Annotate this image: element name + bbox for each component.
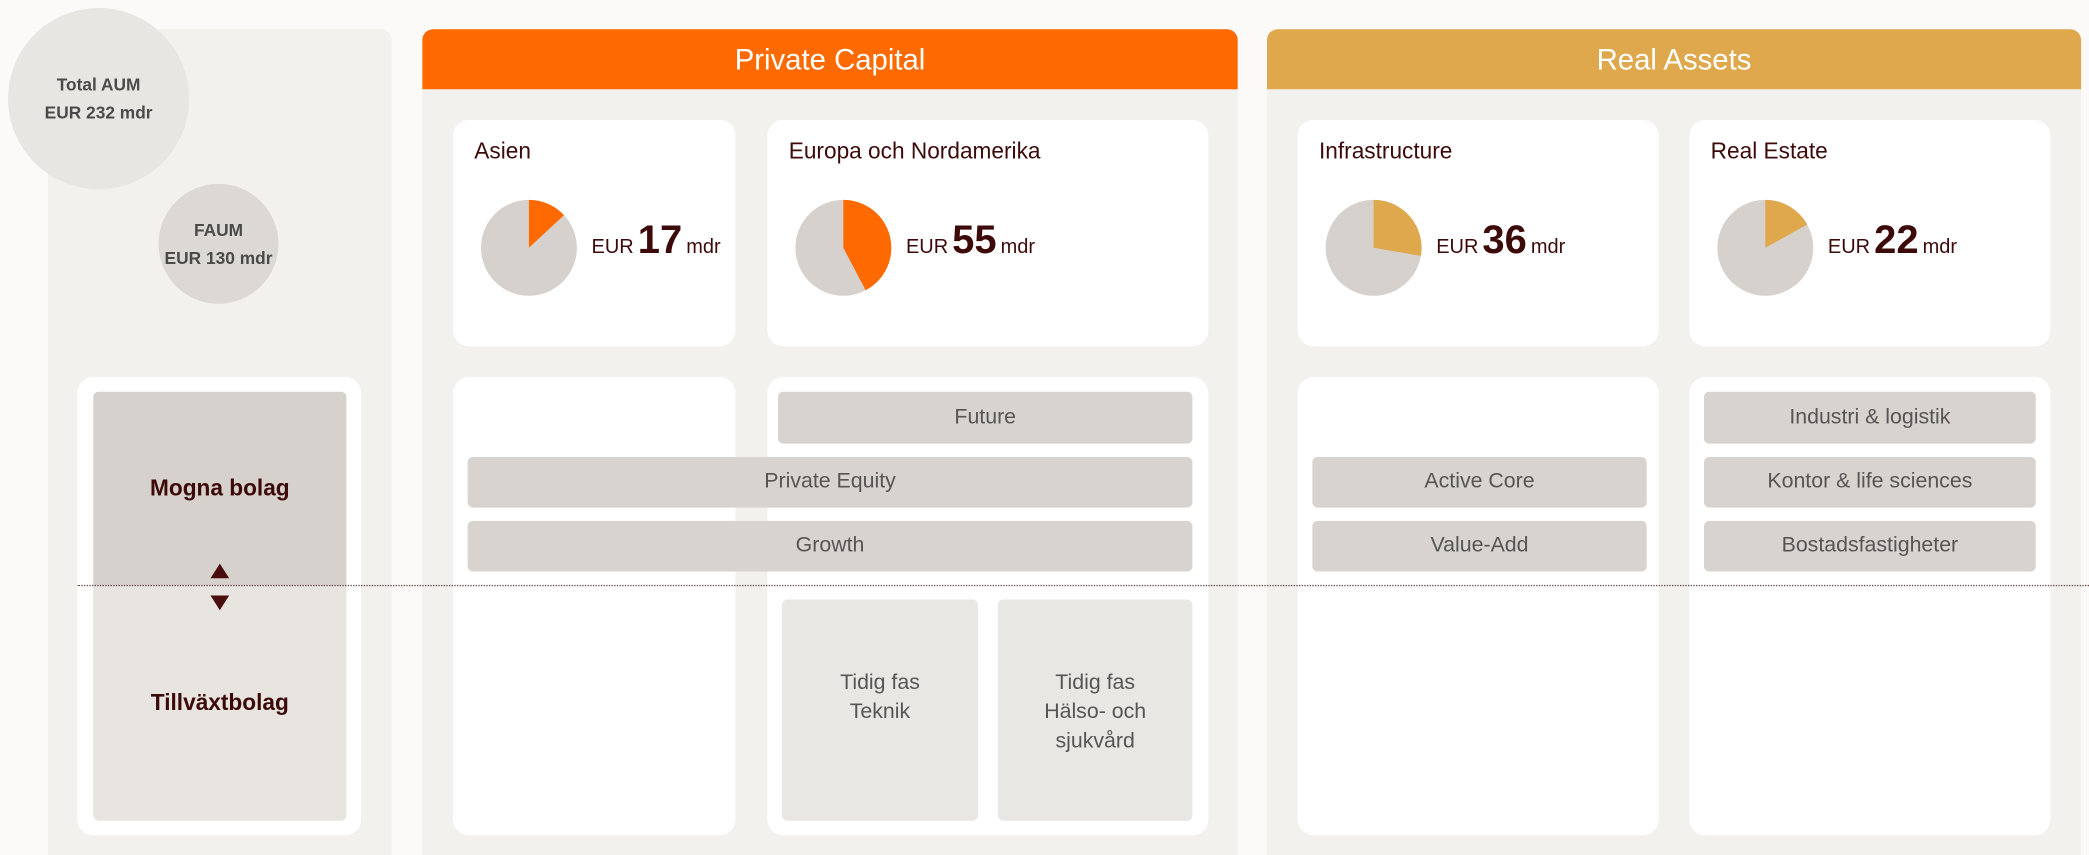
segment-header: Private Capital <box>422 29 1238 90</box>
pie <box>1717 199 1814 296</box>
strategy: Kontor & life sciences <box>1704 456 2036 508</box>
pie <box>795 199 892 296</box>
currency: EUR <box>591 235 634 259</box>
strategy: Value-Add <box>1312 520 1647 572</box>
region-title: Real Estate <box>1710 138 1828 164</box>
label: FAUM <box>193 219 244 240</box>
line: Tidig fas <box>1055 671 1136 695</box>
strategy: Active Core <box>1312 456 1647 508</box>
early-stage: Tidig fas Hälso- och sjukvård <box>997 599 1193 821</box>
amount: EUR 36 mdr <box>1436 218 1565 263</box>
currency: EUR <box>164 247 202 268</box>
faum: FAUM EUR 130 mdr <box>158 183 279 304</box>
value: 130 <box>205 247 235 268</box>
region-title: Asien <box>474 138 531 164</box>
card <box>1689 377 2051 836</box>
unit: mdr <box>686 235 721 259</box>
stage-growth: Tillväxtbolag <box>93 586 347 821</box>
unit: mdr <box>1000 235 1036 259</box>
currency: EUR <box>1436 235 1479 259</box>
unit: mdr <box>1530 235 1566 259</box>
value: 232 <box>86 102 115 123</box>
total-aum: Total AUM EUR 232 mdr <box>7 7 190 190</box>
unit: mdr <box>239 247 273 268</box>
region-title: Infrastructure <box>1318 138 1453 164</box>
pie-slice <box>1765 199 1808 248</box>
unit: mdr <box>119 102 153 123</box>
region-card: Real Estate EUR 22 mdr <box>1689 119 2051 347</box>
line: Teknik <box>849 700 911 724</box>
pie-slice <box>843 199 892 291</box>
strategy: Growth <box>467 520 1193 572</box>
pie-slice <box>1373 199 1422 256</box>
arrows <box>210 563 230 611</box>
line: Hälso- och <box>1044 700 1147 724</box>
amount: EUR 55 mdr <box>906 218 1035 263</box>
strategy: Future <box>778 391 1193 444</box>
value: 55 <box>952 218 997 263</box>
currency: EUR <box>1827 235 1871 259</box>
stage-mature: Mogna bolag <box>93 391 347 587</box>
region-card: Infrastructure EUR 36 mdr <box>1297 119 1659 347</box>
pie-slice <box>528 199 565 248</box>
value: 36 <box>1482 218 1527 263</box>
region-card: Europa och Nordamerika EUR 55 mdr <box>767 119 1209 347</box>
amount: EUR 17 mdr <box>592 218 721 263</box>
region-card: Asien EUR 17 mdr <box>452 119 736 347</box>
strategy: Bostadsfastigheter <box>1704 520 2036 572</box>
pie <box>480 199 577 296</box>
value: 17 <box>637 218 683 263</box>
label: Total AUM <box>56 74 141 95</box>
divider <box>77 584 2089 587</box>
value: 22 <box>1874 218 1919 263</box>
amount: EUR 22 mdr <box>1828 218 1957 263</box>
early-stage: Tidig fas Teknik <box>782 599 978 821</box>
currency: EUR <box>44 102 82 123</box>
line: sjukvård <box>1055 730 1135 753</box>
unit: mdr <box>1922 235 1958 259</box>
card <box>452 377 736 836</box>
strategy: Private Equity <box>467 456 1193 508</box>
line: Tidig fas <box>840 671 920 695</box>
segment-header: Real Assets <box>1267 29 2082 90</box>
currency: EUR <box>905 235 949 259</box>
pie <box>1325 199 1422 296</box>
strategy: Industri & logistik <box>1704 391 2036 444</box>
region-title: Europa och Nordamerika <box>788 138 1041 164</box>
card <box>1297 377 1659 836</box>
